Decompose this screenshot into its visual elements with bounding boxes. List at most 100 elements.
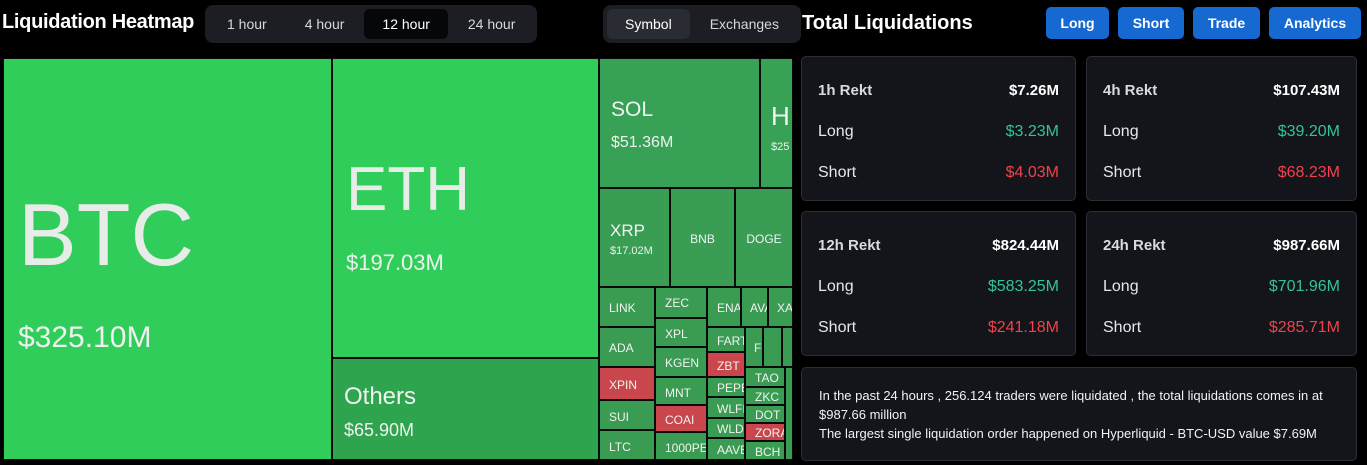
heatmap-tile[interactable]: ZORA — [745, 423, 785, 441]
card-label: 12h Rekt — [818, 237, 881, 254]
heatmap-tile[interactable]: WLD — [707, 418, 745, 438]
heatmap-tile[interactable]: F — [745, 327, 763, 367]
heatmap-tile[interactable]: DOT — [745, 405, 785, 423]
tile-symbol: AVA — [750, 301, 767, 315]
tile-symbol: AAVE — [717, 443, 744, 457]
short-label: Short — [818, 319, 857, 336]
heatmap: BTC $325.10M ETH $197.03M Others $65.90M SOL $5… — [3, 58, 793, 460]
stat-card: 24h Rekt $987.66M Long $701.96M Short $285.71… — [1086, 211, 1357, 356]
short-label: Short — [1103, 319, 1142, 336]
long-value: $701.96M — [1268, 278, 1340, 295]
heatmap-tile[interactable]: TAO — [745, 367, 785, 387]
tile-symbol: SUI — [609, 410, 630, 424]
heatmap-tile[interactable]: BTC $325.10M — [3, 58, 332, 460]
long-label: Long — [818, 123, 854, 140]
tile-symbol: FART — [717, 334, 745, 348]
short-value: $4.03M — [1005, 164, 1059, 181]
time-tabs: 1 hour 4 hour 12 hour 24 hour — [205, 5, 538, 43]
short-label: Short — [818, 164, 857, 181]
heatmap-tile[interactable]: XA — [768, 287, 793, 327]
tile-symbol: ADA — [609, 341, 634, 355]
heatmap-tile[interactable]: ZKC — [745, 387, 785, 405]
heatmap-tile[interactable]: AVA — [741, 287, 768, 327]
view-tab[interactable]: Exchanges — [709, 16, 779, 32]
summary-line: In the past 24 hours , 256.124 traders w… — [819, 388, 1323, 422]
time-tab[interactable]: 4 hour — [304, 16, 345, 32]
tile-filler — [785, 367, 793, 460]
tile-symbol: COAI — [665, 413, 695, 427]
heatmap-tile[interactable]: KGEN — [655, 347, 707, 377]
heatmap-tile[interactable]: 1000PE — [655, 432, 707, 460]
heatmap-tile[interactable]: SUI — [599, 400, 655, 430]
heatmap-tile[interactable]: MNT — [655, 377, 707, 405]
tile-symbol: PEPE — [717, 381, 744, 395]
panel-title: Total Liquidations — [802, 12, 973, 34]
tile-symbol: ENA — [717, 301, 741, 315]
short-value: $285.71M — [1268, 319, 1340, 336]
card-label: 4h Rekt — [1103, 82, 1158, 99]
heatmap-tile[interactable]: LTC — [599, 430, 655, 460]
heatmap-tile[interactable]: COAI — [655, 405, 707, 432]
heatmap-tile[interactable]: ETH $197.03M — [332, 58, 599, 358]
heatmap-tile[interactable]: XPIN — [599, 367, 655, 400]
stat-card: 12h Rekt $824.44M Long $583.25M Short $241.18… — [801, 211, 1076, 356]
tile-value: $51.36M — [611, 134, 674, 151]
heatmap-tile[interactable]: BNB — [670, 188, 735, 287]
tile-symbol: WLD — [717, 422, 744, 436]
summary-line: The largest single liquidation order hap… — [819, 426, 1317, 441]
heatmap-tile[interactable]: LINK — [599, 287, 655, 327]
tile-filler — [763, 327, 782, 367]
time-tab[interactable]: 24 hour — [467, 16, 516, 32]
action-button[interactable]: Short — [1118, 7, 1184, 39]
heatmap-tile[interactable]: SOL $51.36M — [599, 58, 760, 188]
card-total: $7.26M — [1008, 82, 1059, 99]
heatmap-tile[interactable]: BCH — [745, 441, 785, 460]
view-tab[interactable]: Symbol — [607, 9, 690, 39]
action-button[interactable]: Analytics — [1269, 7, 1361, 39]
page-title: Liquidation Heatmap — [2, 11, 195, 33]
heatmap-tile[interactable]: ZEC — [655, 287, 707, 318]
card-total: $107.43M — [1273, 82, 1340, 99]
action-button[interactable]: Long — [1046, 7, 1109, 39]
time-tab[interactable]: 1 hour — [227, 16, 267, 32]
time-tab[interactable]: 12 hour — [364, 9, 448, 39]
tile-symbol: F — [754, 341, 762, 355]
tile-symbol: DOGE — [746, 232, 782, 246]
tile-symbol: MNT — [665, 386, 691, 400]
action-button[interactable]: Trade — [1193, 7, 1260, 39]
heatmap-tile[interactable]: ENA — [707, 287, 741, 327]
long-label: Long — [1103, 278, 1139, 295]
long-label: Long — [818, 278, 854, 295]
heatmap-tile[interactable]: ZBT — [707, 352, 745, 377]
tile-symbol: KGEN — [665, 356, 700, 370]
heatmap-tile[interactable]: PEPE — [707, 377, 745, 397]
heatmap-tile[interactable]: Others $65.90M — [332, 358, 599, 460]
tile-value: $17.02M — [610, 245, 653, 257]
short-value: $241.18M — [987, 319, 1059, 336]
tile-symbol: LTC — [609, 440, 631, 454]
tile-symbol: WLFI — [717, 402, 745, 416]
view-tabs: Symbol Exchanges — [603, 5, 801, 43]
stat-card: 4h Rekt $107.43M Long $39.20M Short $68.23M — [1086, 56, 1357, 201]
tile-symbol: H — [771, 101, 790, 131]
card-total: $824.44M — [992, 237, 1059, 254]
tile-symbol: ZORA — [755, 426, 784, 440]
tile-value: $325.10M — [18, 321, 152, 354]
heatmap-tile[interactable]: FART — [707, 327, 745, 352]
tile-symbol: ZEC — [665, 296, 689, 310]
tile-symbol: XPIN — [609, 378, 638, 392]
heatmap-tile[interactable]: ADA — [599, 327, 655, 367]
heatmap-tile[interactable]: AAVE — [707, 438, 745, 460]
heatmap-tile[interactable]: XPL — [655, 318, 707, 347]
tile-symbol: BTC — [18, 185, 194, 284]
tile-symbol: TAO — [755, 371, 779, 385]
heatmap-tile[interactable]: WLFI — [707, 397, 745, 418]
heatmap-tile[interactable]: DOGE — [735, 188, 793, 287]
tile-symbol: LINK — [609, 301, 636, 315]
heatmap-tile[interactable]: H $25 — [760, 58, 793, 188]
tile-symbol: XRP — [610, 221, 645, 240]
tile-filler — [782, 327, 793, 367]
heatmap-tile[interactable]: XRP $17.02M — [599, 188, 670, 287]
long-value: $583.25M — [987, 278, 1059, 295]
